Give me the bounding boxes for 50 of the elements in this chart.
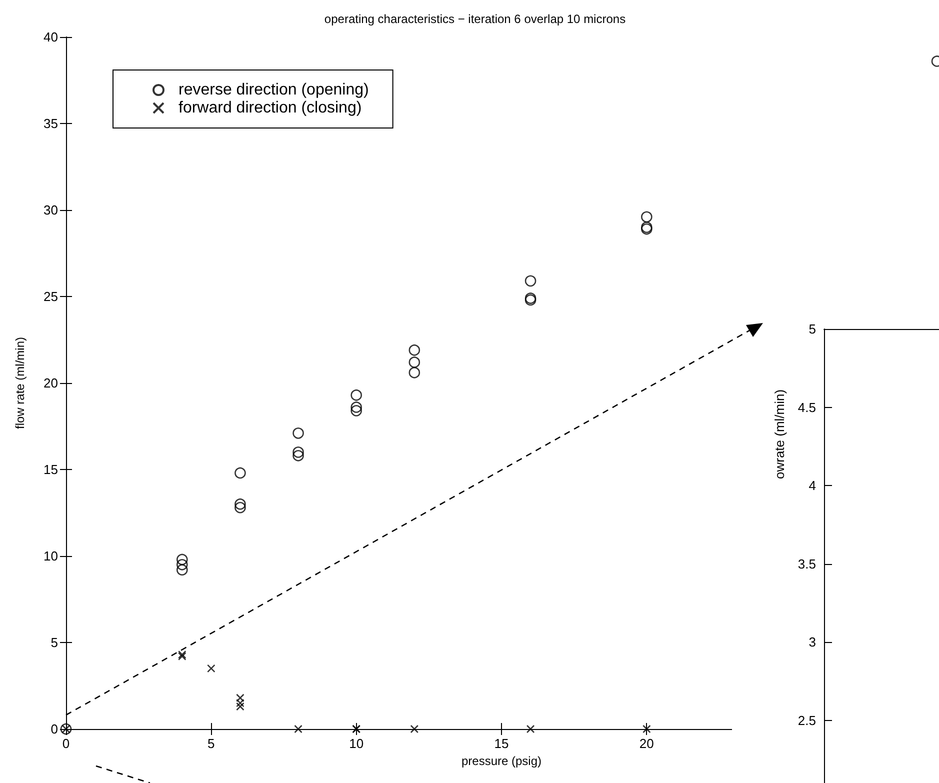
y-tick-label: 2.5 [798,712,816,728]
point [410,724,419,734]
point [234,498,246,510]
y-tick-label: 40 [44,30,58,44]
x-tick-label: 5 [208,736,215,751]
legend-label: reverse direction (opening) [178,82,369,98]
y-tick-label: 20 [44,376,58,390]
y-axis-title: owrate (ml/min) [772,389,787,479]
point [292,428,304,439]
point [350,389,362,401]
y-tick-label: 4.5 [798,400,816,415]
y-tick-label: 25 [44,289,58,304]
point [176,554,188,566]
y-tick-label: 5 [50,635,58,650]
y-tick-label: 15 [44,462,58,477]
x-tick-label: 0 [62,736,70,751]
point [292,450,304,462]
y-tick-label: 4 [808,478,816,494]
point [526,724,535,734]
y-tick-label: 30 [44,202,58,218]
point [234,467,246,479]
y-tick-label: 3.5 [798,556,816,572]
y-axis-title: flow rate (ml/min) [13,336,27,430]
point [234,502,246,514]
point [408,366,420,378]
point [350,405,362,416]
point [178,652,186,660]
x-axis-title: pressure (psig) [461,754,542,768]
point [207,664,216,673]
point [408,356,420,368]
y-tick-label: 3 [808,634,816,650]
point [178,650,186,659]
point [641,211,652,223]
chart-title: operating characteristics − iteration 6 overlap 10 microns [324,12,626,26]
y-tick-label: 0 [50,722,58,736]
x-tick-label: 20 [639,736,654,751]
x-tick-label: 15 [494,736,509,751]
point [524,275,536,287]
point [292,446,304,458]
y-tick-label: 5 [808,322,816,336]
legend-label: forward direction (closing) [178,100,362,116]
point [294,724,302,734]
point [350,402,362,413]
point [176,559,188,570]
point [642,724,651,734]
point [176,564,188,576]
y-tick-label: 35 [44,116,58,131]
point [408,344,420,356]
x-tick-label: 10 [349,736,364,751]
y-tick-label: 10 [44,548,58,564]
